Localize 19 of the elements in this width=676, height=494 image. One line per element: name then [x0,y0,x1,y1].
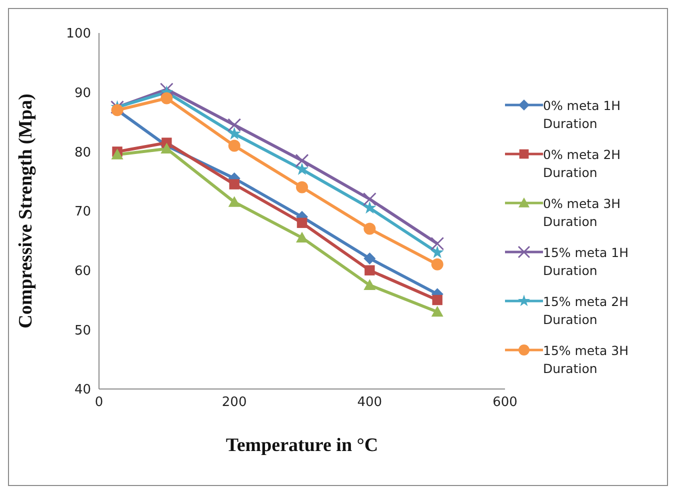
y-tick-label: 70 [74,204,91,220]
y-tick-label: 90 [74,86,91,101]
x-tick-label: 600 [492,395,518,410]
y-tick-label: 40 [74,382,91,398]
legend-label: 0% meta 3H Duration [543,195,622,231]
x-axis-title: Temperature in °C [226,435,378,456]
y-tick-label: 100 [66,26,91,42]
x-tick-label: 0 [94,395,104,410]
x-tick-label: 200 [222,395,247,410]
y-tick-label: 80 [74,145,91,160]
legend-label: 15% meta 2H Duration [543,293,630,329]
y-axis-title: Compressive Strength (Mpa) [16,94,37,328]
x-tick-label: 400 [357,395,382,410]
legend-label: 15% meta 1H Duration [543,244,630,280]
y-tick-label: 60 [74,264,91,279]
y-tick-label: 50 [74,323,91,338]
legend-label: 0% meta 2H Duration [543,146,622,182]
legend-label: 0% meta 1H Duration [543,97,622,133]
legend-label: 15% meta 3H Duration [543,342,630,378]
